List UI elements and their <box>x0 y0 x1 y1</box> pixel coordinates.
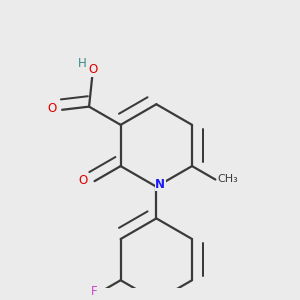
Text: O: O <box>47 102 56 115</box>
Text: F: F <box>90 285 97 298</box>
Text: N: N <box>155 178 165 191</box>
Text: O: O <box>88 63 98 76</box>
Text: CH₃: CH₃ <box>217 174 238 184</box>
Text: O: O <box>78 174 87 187</box>
Text: H: H <box>78 57 86 70</box>
